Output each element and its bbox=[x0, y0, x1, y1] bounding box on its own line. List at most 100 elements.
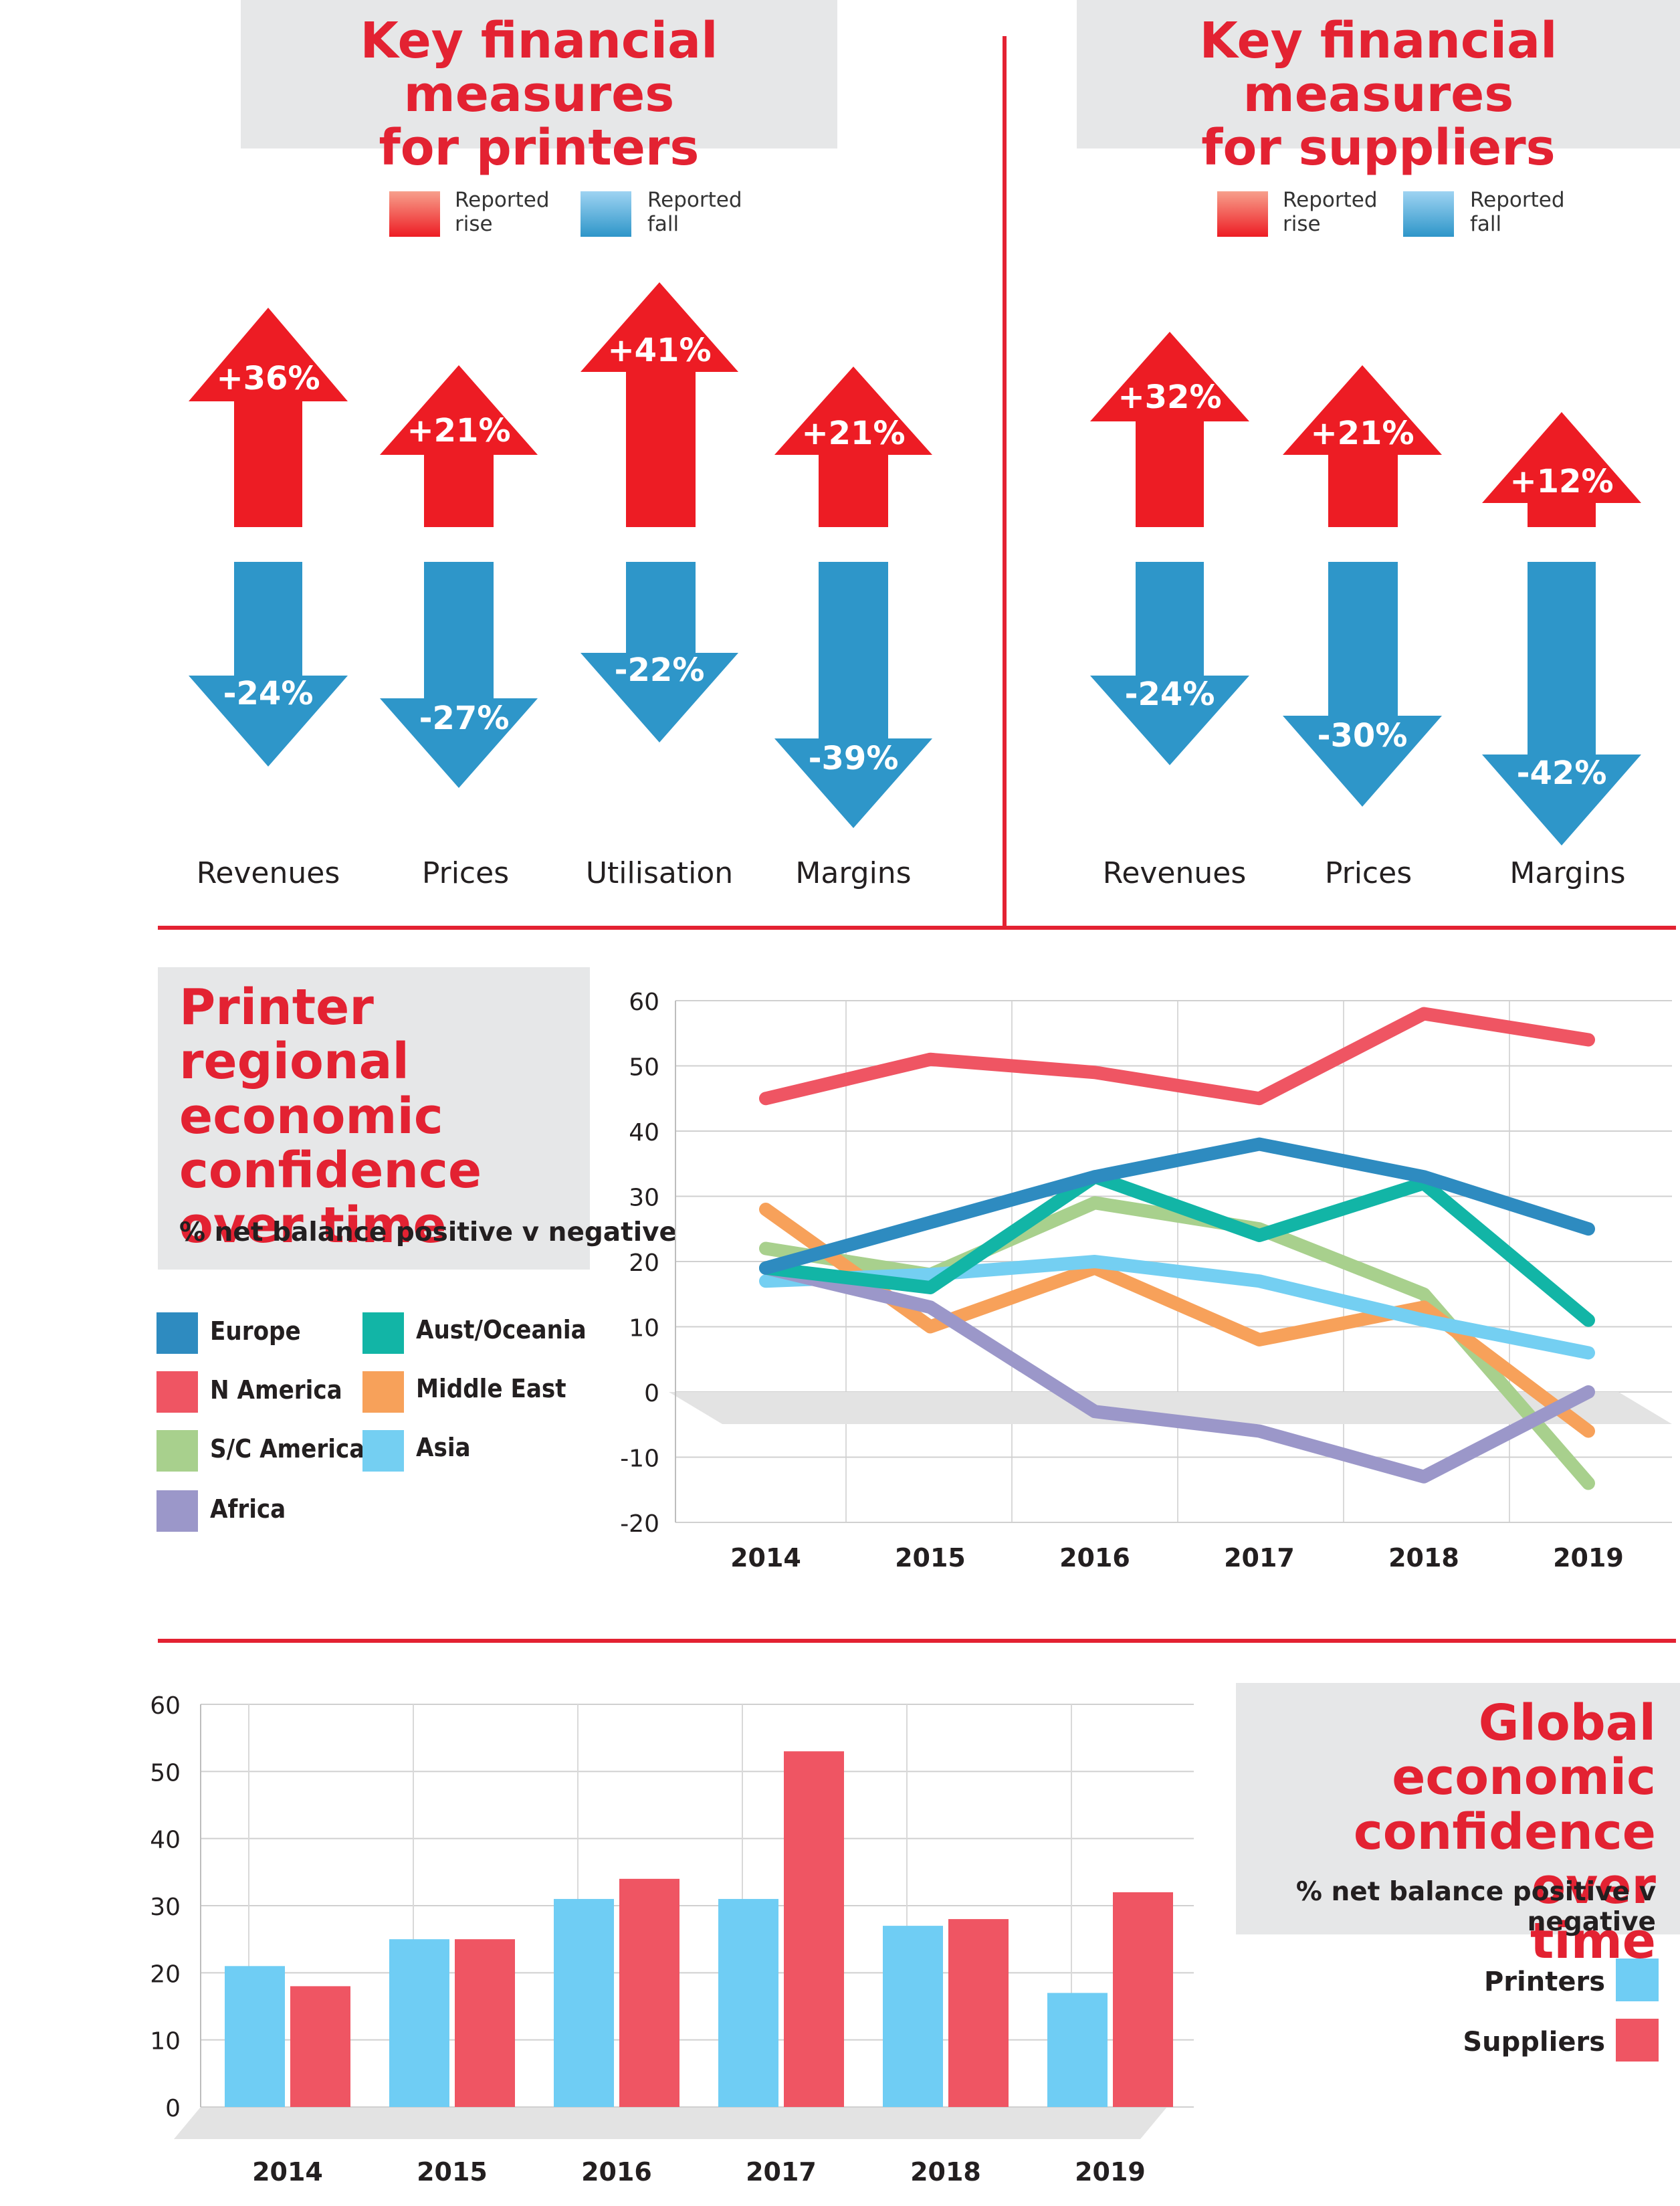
rise-value: +41% bbox=[607, 332, 711, 369]
fall-value: -24% bbox=[1125, 676, 1215, 713]
regional-title: Printer regional economic confidence ove… bbox=[179, 979, 482, 1254]
printers-cat-margins: Margins bbox=[795, 856, 912, 890]
fall-value: -42% bbox=[1517, 755, 1607, 792]
legend-fall-label: Reported fall bbox=[1470, 188, 1565, 236]
rise-value: +21% bbox=[801, 415, 905, 452]
legend-label-asia: Asia bbox=[416, 1433, 471, 1462]
global-title: Global economic confidence over time bbox=[1353, 1694, 1656, 1970]
y-tick-label: 0 bbox=[165, 2095, 181, 2122]
zero-plane bbox=[669, 1392, 1672, 1424]
legend-swatch-suppliers bbox=[1616, 2019, 1659, 2062]
bar-printers-2015 bbox=[389, 1939, 449, 2107]
legend-label-suppliers: Suppliers bbox=[1463, 2027, 1605, 2058]
section-divider-2 bbox=[158, 1639, 1676, 1643]
bar-suppliers-2017 bbox=[784, 1751, 844, 2107]
fall-value: -27% bbox=[419, 700, 510, 737]
printers-margins-arrows: +21% -39% bbox=[774, 367, 932, 828]
rise-arrow bbox=[189, 308, 348, 527]
suppliers-margins-arrows: +12% -42% bbox=[1482, 412, 1641, 845]
fall-arrow bbox=[1482, 562, 1641, 845]
x-tick-label: 2019 bbox=[1553, 1543, 1624, 1573]
x-tick-label: 2015 bbox=[417, 2157, 488, 2187]
printers-arrows: +36% -24% +21% -27% +41% -22% +21% -39% bbox=[189, 282, 932, 828]
legend-rise-label: Reported rise bbox=[455, 188, 550, 236]
printers-utilisation-arrows: +41% -22% bbox=[581, 282, 738, 742]
fall-value: -24% bbox=[223, 675, 314, 712]
rise-value: +32% bbox=[1118, 379, 1221, 416]
bar-suppliers-2014 bbox=[290, 1986, 350, 2107]
printers-prices-arrows: +21% -27% bbox=[380, 365, 538, 788]
legend-rise-label: Reported rise bbox=[1283, 188, 1378, 236]
bar-printers-2016 bbox=[554, 1898, 614, 2107]
x-tick-label: 2019 bbox=[1075, 2157, 1146, 2187]
suppliers-cat-revenues: Revenues bbox=[1102, 856, 1247, 890]
y-tick-label: 20 bbox=[629, 1249, 659, 1277]
series-line-n-america bbox=[759, 1007, 1595, 1106]
bar-suppliers-2018 bbox=[948, 1919, 1009, 2107]
fall-value: -30% bbox=[1318, 717, 1408, 755]
y-tick-label: 40 bbox=[150, 1827, 181, 1854]
rise-arrow bbox=[581, 282, 738, 527]
legend-swatch-asia bbox=[362, 1430, 404, 1472]
suppliers-prices-arrows: +21% -30% bbox=[1283, 365, 1442, 807]
printers-revenues-arrows: +36% -24% bbox=[189, 308, 348, 767]
y-tick-label: 50 bbox=[150, 1759, 181, 1787]
floor-plane bbox=[174, 2107, 1167, 2139]
fall-value: -39% bbox=[809, 740, 899, 777]
fall-arrow bbox=[189, 562, 348, 767]
regional-title-box bbox=[158, 967, 590, 1270]
suppliers-revenues-arrows: +32% -24% bbox=[1090, 332, 1249, 765]
fall-arrow bbox=[1283, 562, 1442, 807]
legend-swatch-middle-east bbox=[362, 1371, 404, 1413]
legend-swatch-africa bbox=[156, 1490, 198, 1532]
rise-arrow bbox=[1283, 365, 1442, 527]
global-title-box bbox=[1236, 1683, 1680, 1934]
y-tick-label: -20 bbox=[620, 1510, 659, 1538]
legend-label-europe: Europe bbox=[210, 1316, 301, 1346]
suppliers-title-box bbox=[1077, 0, 1680, 148]
bar-printers-2018 bbox=[883, 1926, 943, 2107]
bar-suppliers-2015 bbox=[455, 1939, 515, 2107]
legend-swatch-aust-oceania bbox=[362, 1312, 404, 1354]
fall-value: -22% bbox=[615, 651, 705, 689]
series-line-europe bbox=[759, 1137, 1595, 1275]
legend-label-aust-oceania: Aust/Oceania bbox=[416, 1315, 587, 1344]
y-tick-label: 60 bbox=[629, 989, 659, 1016]
y-tick-label: 10 bbox=[629, 1315, 659, 1342]
global-bar-chart: 0 10 20 30 40 50 60 2014 2015 2016 2017 2018 2019 bbox=[150, 1692, 1194, 2187]
y-tick-label: 0 bbox=[644, 1380, 659, 1407]
regional-line-chart: -20 -10 0 10 20 30 40 50 60 2014 2015 2016 2017 2018 2… bbox=[620, 989, 1672, 1573]
section-divider-1 bbox=[158, 926, 1676, 930]
panel-divider bbox=[1003, 36, 1007, 928]
x-tick-label: 2017 bbox=[746, 2157, 817, 2187]
rise-value: +36% bbox=[216, 360, 320, 397]
x-tick-label: 2014 bbox=[730, 1543, 801, 1573]
legend-fall-swatch bbox=[581, 191, 631, 237]
y-tick-label: 20 bbox=[150, 1961, 181, 1988]
fall-arrow bbox=[581, 562, 738, 742]
y-tick-label: -10 bbox=[620, 1445, 659, 1473]
suppliers-arrows: +32% -24% +21% -30% +12% -42% bbox=[1090, 332, 1641, 845]
legend-label-africa: Africa bbox=[210, 1494, 286, 1524]
fall-arrow bbox=[380, 562, 538, 788]
printers-cat-prices: Prices bbox=[421, 856, 510, 890]
printers-title: Key financial measures for printers bbox=[360, 12, 718, 177]
y-tick-label: 40 bbox=[629, 1119, 659, 1146]
legend-fall-label: Reported fall bbox=[647, 188, 742, 236]
legend-swatch-n-america bbox=[156, 1371, 198, 1413]
series-line-aust-oceania bbox=[759, 1170, 1595, 1327]
bar-printers-2017 bbox=[718, 1898, 778, 2107]
y-tick-label: 10 bbox=[150, 2028, 181, 2055]
rise-value: +21% bbox=[1310, 415, 1414, 452]
y-tick-label: 30 bbox=[629, 1185, 659, 1212]
y-tick-label: 30 bbox=[150, 1894, 181, 1921]
legend-label-sc-america: S/C America bbox=[210, 1434, 365, 1464]
legend-rise-swatch bbox=[389, 191, 440, 237]
printers-title-box bbox=[241, 0, 837, 148]
rise-arrow bbox=[1482, 412, 1641, 527]
rise-arrow bbox=[1090, 332, 1249, 527]
legend-swatch-europe bbox=[156, 1312, 198, 1354]
printers-cat-revenues: Revenues bbox=[196, 856, 340, 890]
fall-arrow bbox=[774, 562, 932, 828]
series-line-africa bbox=[759, 1261, 1595, 1484]
